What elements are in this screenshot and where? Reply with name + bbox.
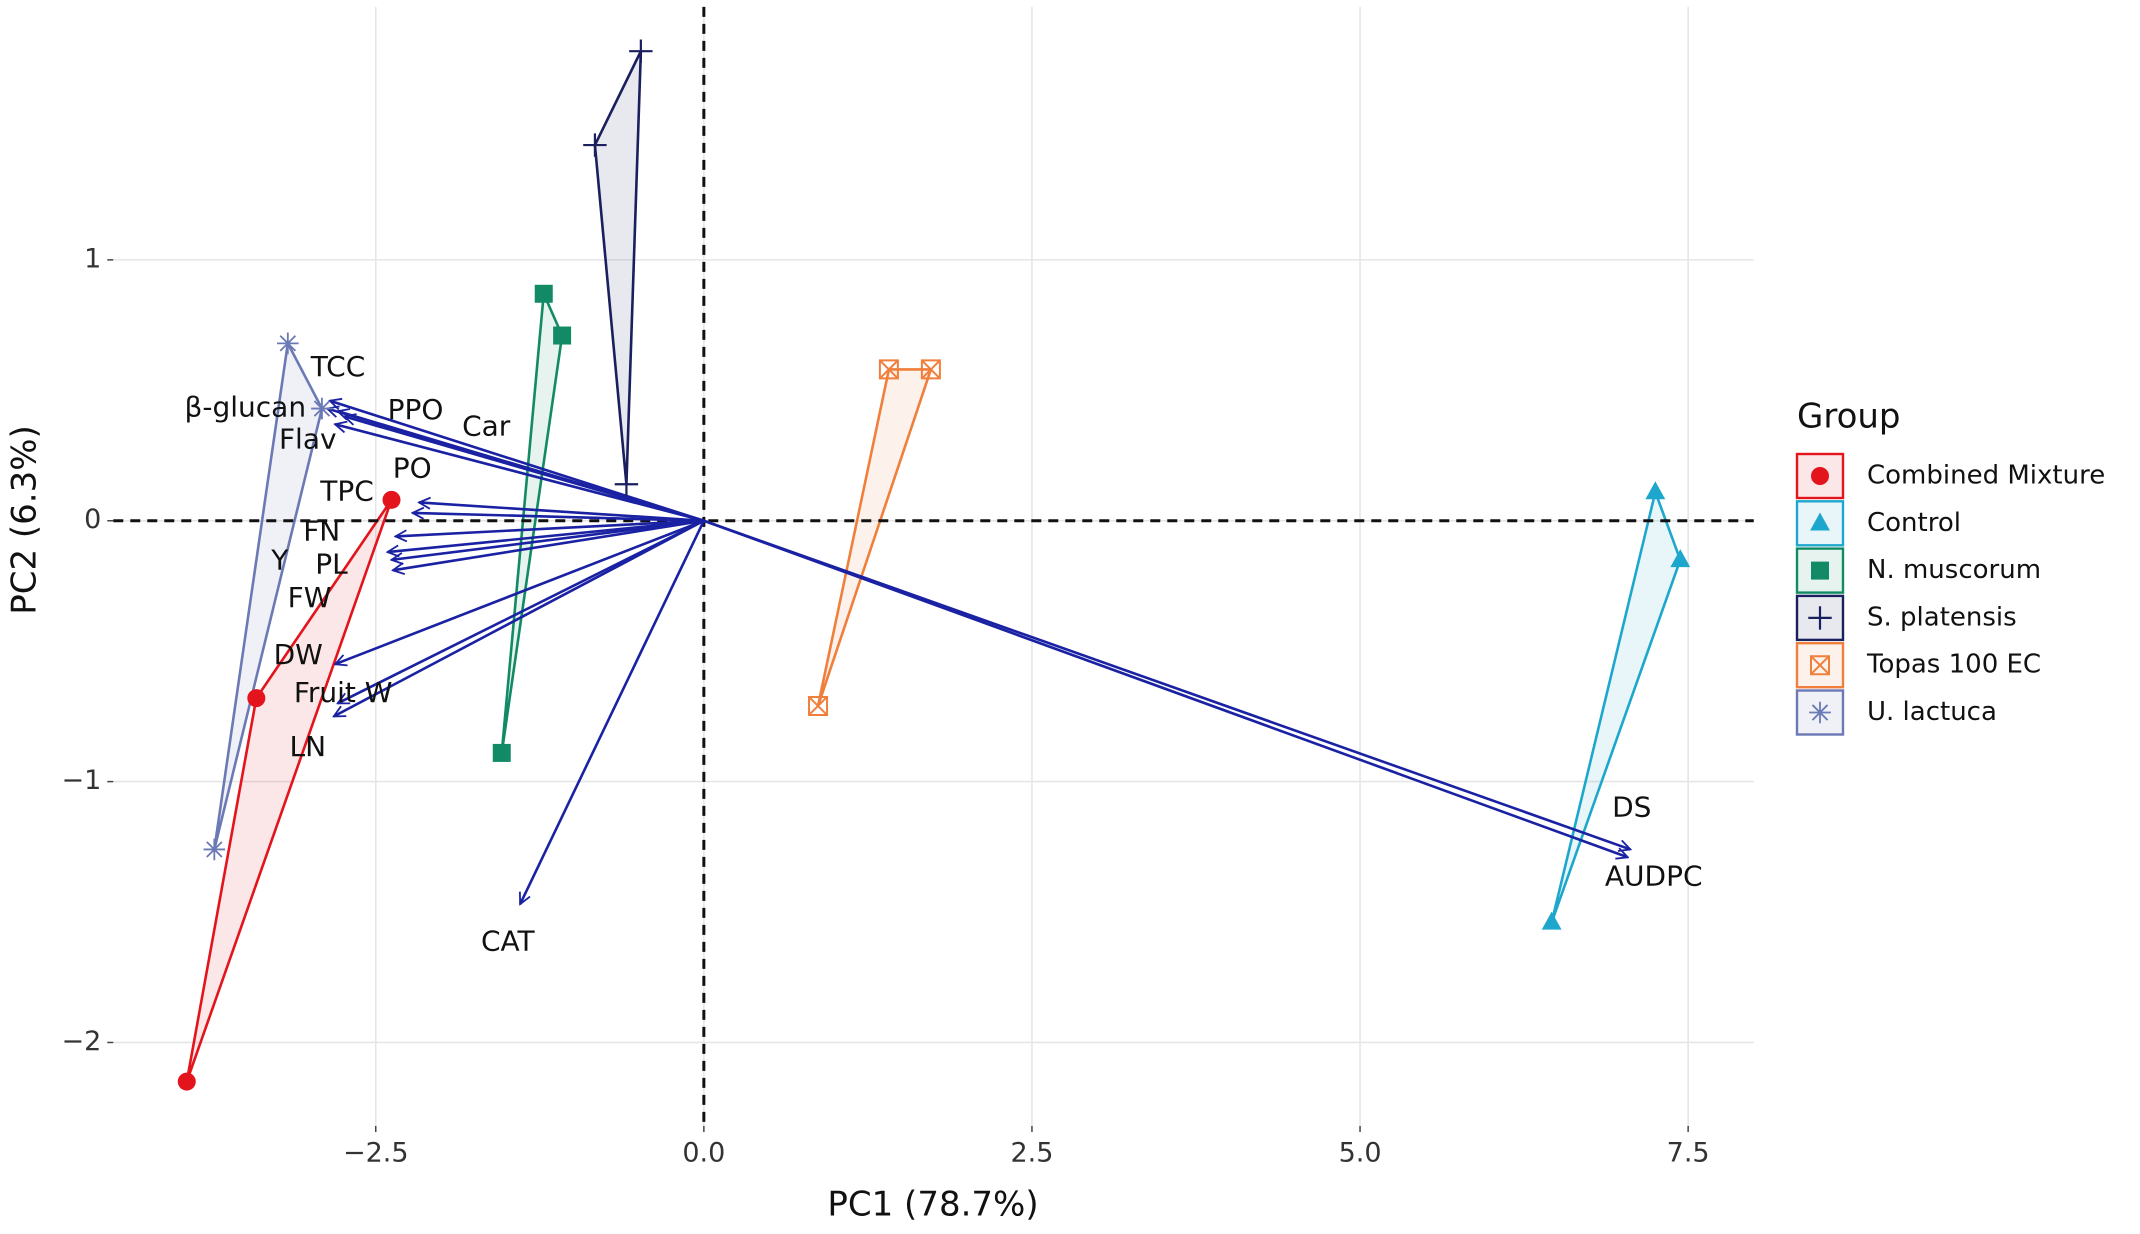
loading-label: LN xyxy=(290,730,327,763)
loading-arrow xyxy=(703,519,1628,858)
x-tick-label: 2.5 xyxy=(1010,1137,1053,1168)
loading-arrow xyxy=(395,519,704,537)
y-tick-label: 0 xyxy=(84,504,101,535)
point xyxy=(534,284,553,303)
loading-label: Y xyxy=(270,544,289,577)
point xyxy=(311,397,333,420)
y-axis-title: PC2 (6.3%) xyxy=(5,425,45,615)
legend-label: N. muscorum xyxy=(1867,555,2041,585)
loading-label: DW xyxy=(274,638,323,671)
loading-arrow xyxy=(335,519,705,664)
loading-label: TCC xyxy=(310,350,366,383)
loading-arrow xyxy=(388,519,704,552)
loading-label: PPO xyxy=(388,393,444,426)
legend-label: Topas 100 EC xyxy=(1866,650,2041,680)
group-hull xyxy=(593,50,643,485)
legend-marker xyxy=(1808,606,1832,630)
legend-label: Combined Mixture xyxy=(1867,461,2105,491)
loading-label: TPC xyxy=(319,474,374,507)
points xyxy=(177,39,1691,1091)
loading-arrow xyxy=(344,416,705,522)
point xyxy=(920,359,941,380)
axes: PC1 (78.7%) PC2 (6.3%) −2.5 0.0 2.5 5.0 7.5 −… xyxy=(5,243,1710,1224)
group-hull xyxy=(816,368,933,707)
group-hull xyxy=(1550,487,1682,923)
point xyxy=(553,326,572,345)
loading-label: AUDPC xyxy=(1605,860,1703,893)
point xyxy=(177,1072,196,1091)
loading-label: Car xyxy=(462,409,511,442)
legend-label: S. platensis xyxy=(1867,602,2017,632)
point xyxy=(247,689,266,708)
loading-label: FW xyxy=(288,581,332,614)
point xyxy=(1541,911,1562,930)
legend-marker xyxy=(1810,655,1830,676)
x-tick-label: 7.5 xyxy=(1667,1137,1710,1168)
loading-arrow xyxy=(392,519,705,560)
legend-marker xyxy=(1810,512,1830,531)
group-hull xyxy=(185,499,393,1083)
legend-marker xyxy=(1811,467,1829,485)
loading-label: CAT xyxy=(481,924,536,957)
loading-label: PO xyxy=(393,452,432,485)
point xyxy=(203,838,226,861)
legend-marker xyxy=(1809,701,1831,724)
point xyxy=(1645,481,1666,500)
point xyxy=(492,743,511,762)
loading-arrow xyxy=(703,519,1631,850)
loading-arrow xyxy=(393,519,705,571)
x-tick-label: 0.0 xyxy=(682,1137,725,1168)
x-axis-title: PC1 (78.7%) xyxy=(827,1185,1038,1225)
legend-key xyxy=(1795,594,1845,642)
y-tick-label: 1 xyxy=(84,243,101,274)
legend-label: Control xyxy=(1867,508,1961,538)
x-tick-label: −2.5 xyxy=(343,1137,409,1168)
loading-arrow xyxy=(338,519,705,705)
loading-label: FN xyxy=(303,514,340,547)
y-tick-label: −2 xyxy=(61,1026,101,1057)
legend-label: U. lactuca xyxy=(1867,697,1997,727)
point xyxy=(277,332,299,355)
point xyxy=(629,39,653,63)
group-hull xyxy=(213,339,324,850)
loading-arrow xyxy=(413,513,704,523)
loading-arrow xyxy=(335,424,705,522)
loading-arrow xyxy=(334,519,705,718)
loading-label: Fruit W xyxy=(294,676,393,709)
legend-marker xyxy=(1811,561,1829,580)
point xyxy=(878,359,899,380)
point xyxy=(808,695,829,716)
loading-label: DS xyxy=(1612,790,1651,823)
loading-arrow xyxy=(419,502,704,523)
loadings xyxy=(327,401,1630,904)
x-tick-label: 5.0 xyxy=(1339,1137,1382,1168)
loading-arrow xyxy=(518,520,706,904)
loading-label: PL xyxy=(315,547,348,580)
hulls xyxy=(185,50,1682,1083)
y-tick-label: −1 xyxy=(61,765,101,796)
point xyxy=(382,490,401,509)
loading-label: β-glucan xyxy=(185,391,307,424)
point xyxy=(614,472,639,496)
legend-title: Group xyxy=(1797,397,1901,437)
point xyxy=(1670,549,1691,568)
reference-lines xyxy=(113,6,1754,1126)
legend: Group Combined Mixture Control N. muscorum… xyxy=(1795,397,2105,736)
loading-label: Flav xyxy=(279,423,337,456)
group-hull xyxy=(500,288,564,754)
point xyxy=(583,133,607,157)
